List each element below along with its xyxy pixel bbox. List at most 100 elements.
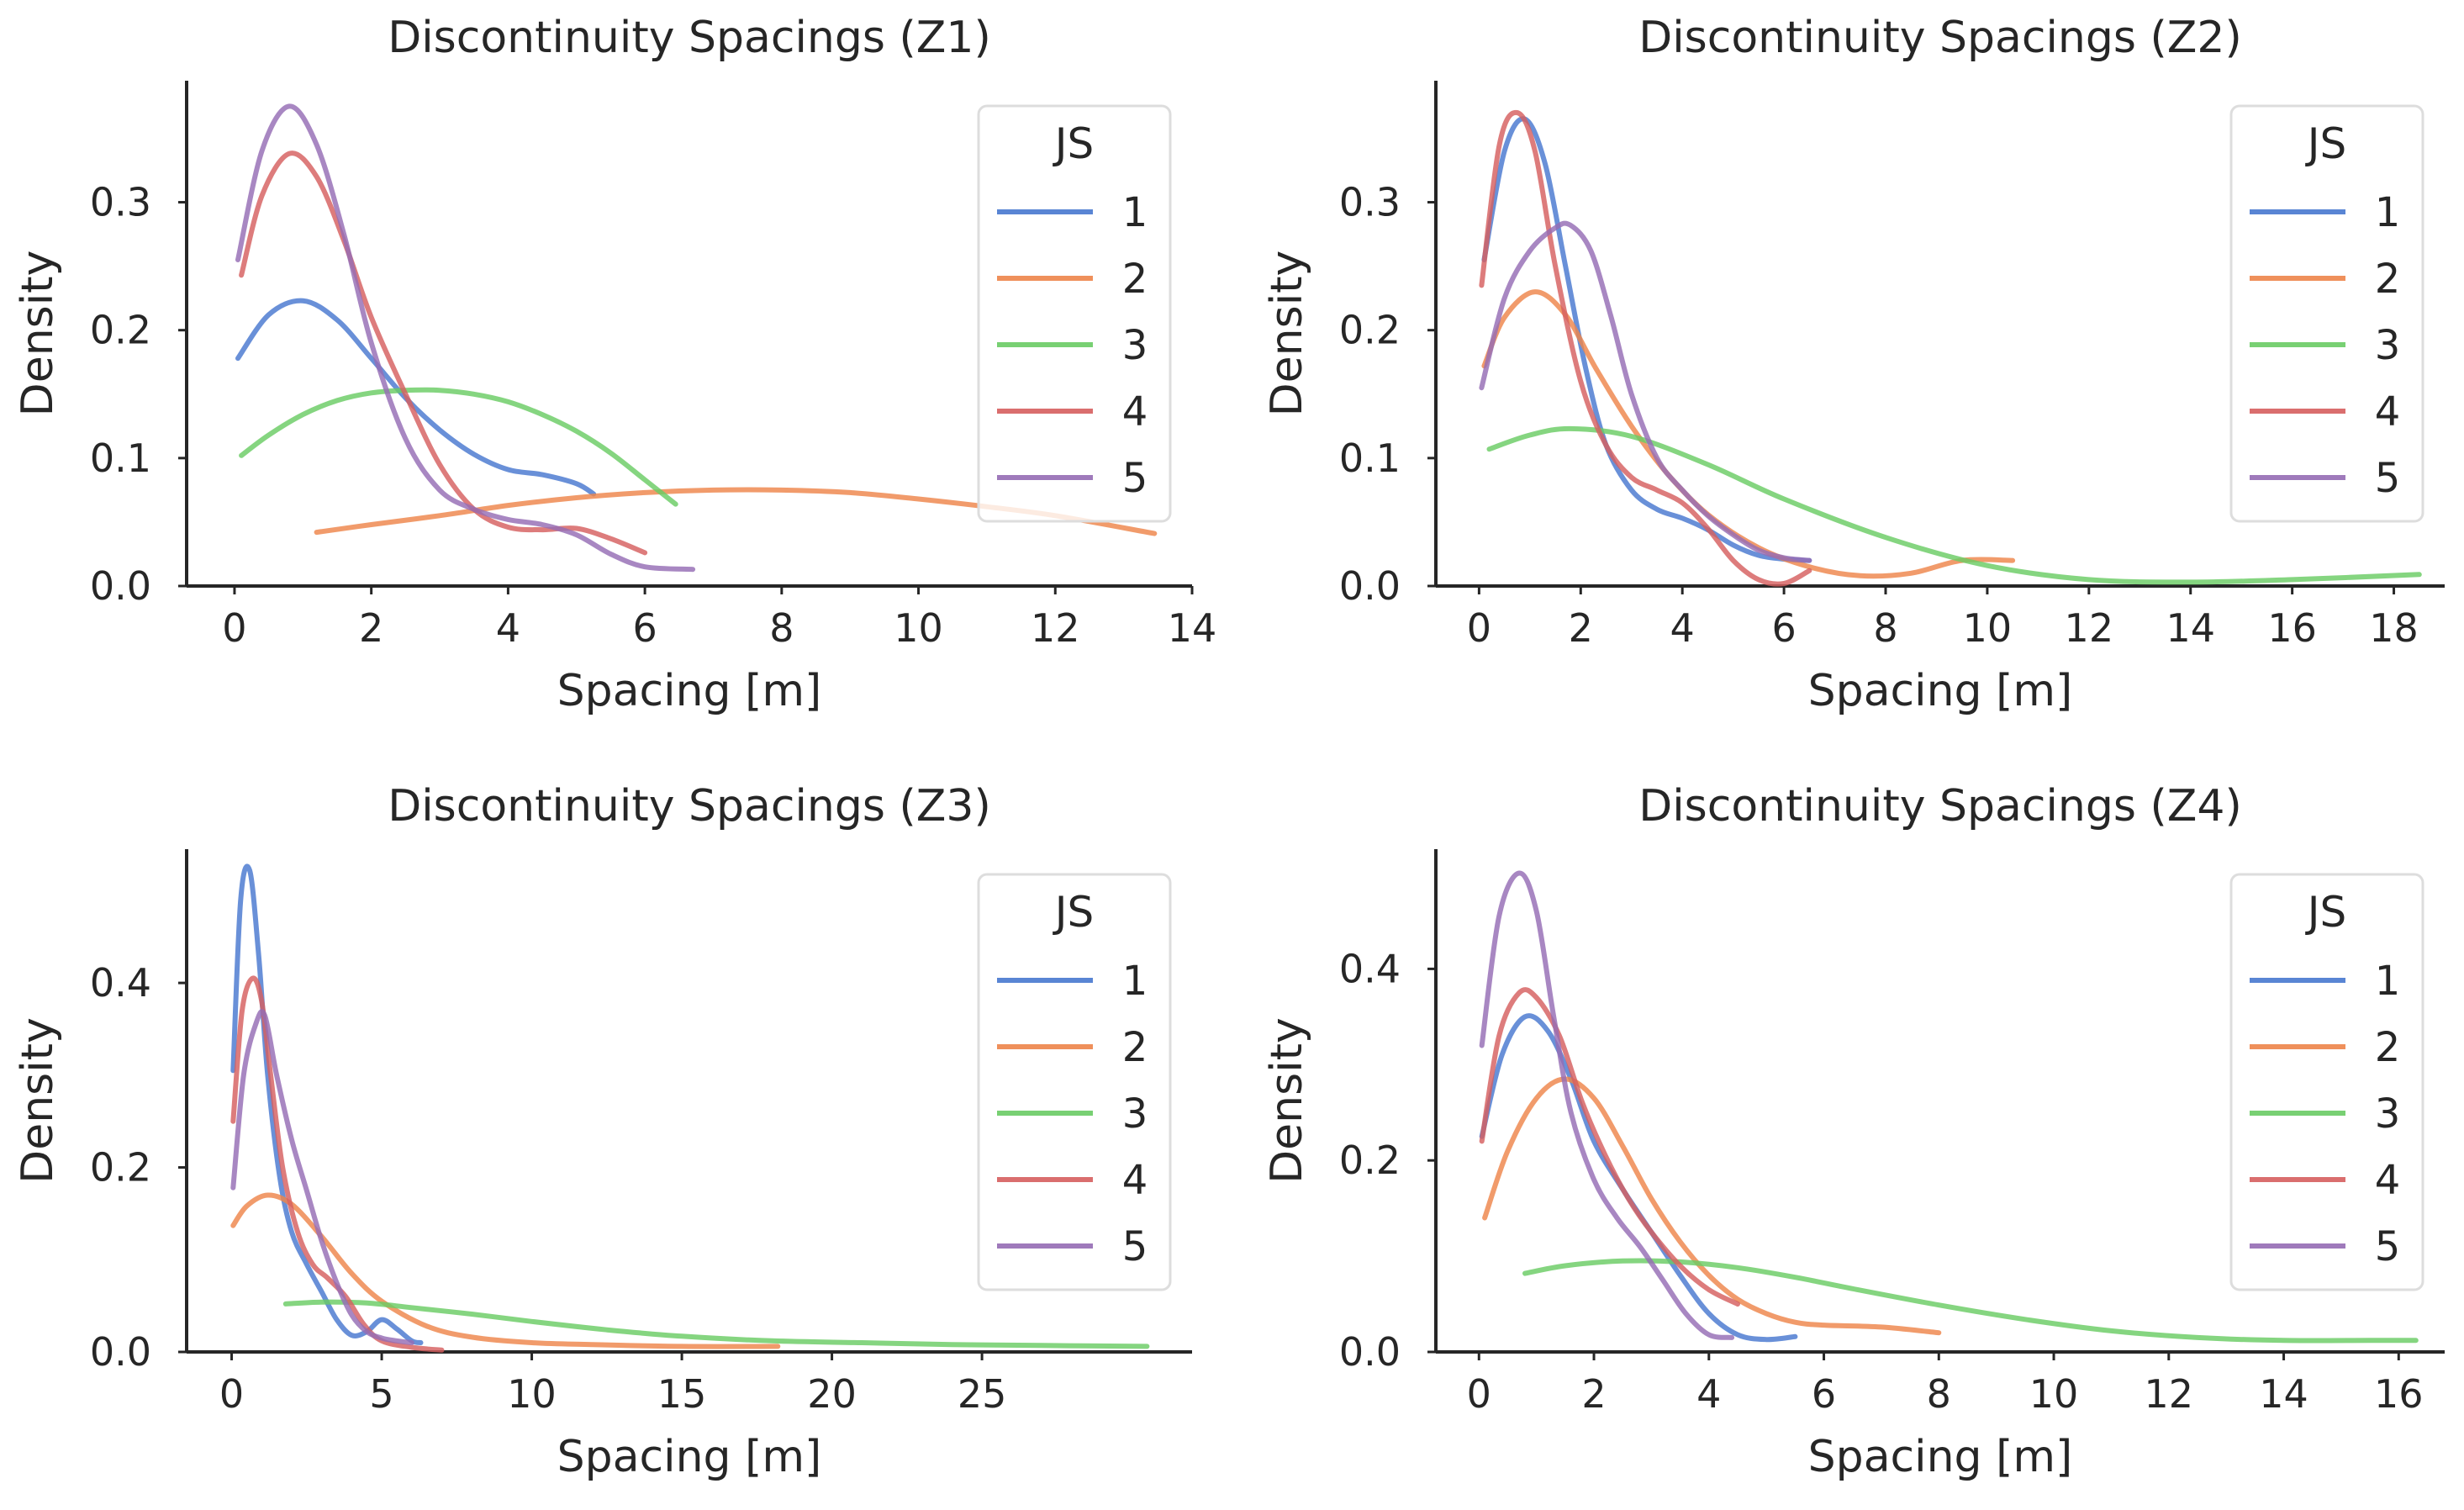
legend-label-js4: 4 [1122, 388, 1148, 436]
x-tick-label: 14 [2166, 605, 2215, 651]
x-tick-label: 4 [1670, 605, 1695, 651]
legend-title: JS [1053, 888, 1094, 937]
legend-label-js5: 5 [2375, 1223, 2401, 1270]
x-tick-label: 10 [1963, 605, 2013, 651]
panel-z2: Discontinuity Spacings (Z2)0 2 4 6 8 10 12 14 16… [1262, 13, 2445, 716]
y-tick-label: 0.2 [1339, 1138, 1401, 1183]
y-tick-label: 0.0 [90, 1329, 151, 1375]
chart-title: Discontinuity Spacings (Z4) [1638, 781, 2242, 832]
legend-label-js2: 2 [1122, 1024, 1148, 1071]
series-line-js5 [1479, 870, 1735, 1340]
legend-label-js2: 2 [1122, 256, 1148, 303]
series-line-js5 [235, 103, 696, 573]
legend-label-js1: 1 [1122, 189, 1148, 236]
legend: JS 1 2 3 4 5 [977, 873, 1172, 1291]
x-axis-label: Spacing [m] [557, 1432, 822, 1482]
x-tick-label: 0 [219, 1371, 244, 1417]
y-tick-label: 0.2 [90, 1145, 151, 1191]
legend-label-js2: 2 [2375, 256, 2401, 303]
series-line-js1 [230, 863, 424, 1345]
series-line-js5 [1479, 220, 1812, 563]
x-tick-label: 16 [2267, 605, 2317, 651]
series-line-js1 [235, 298, 597, 497]
x-tick-label: 12 [2145, 1371, 2194, 1417]
x-tick-label: 0 [222, 605, 246, 651]
series-line-js2 [1481, 289, 2016, 579]
y-axis-label: Density [1262, 1017, 1312, 1184]
series-line-js3 [239, 387, 678, 507]
x-tick-label: 14 [2259, 1371, 2308, 1417]
x-tick-label: 2 [1569, 605, 1593, 651]
series-line-js4 [1479, 987, 1740, 1307]
x-tick-label: 8 [1927, 1371, 1951, 1417]
x-tick-label: 0 [1467, 1371, 1491, 1417]
x-axis-label: Spacing [m] [1808, 1432, 2073, 1482]
x-tick-label: 2 [359, 605, 383, 651]
x-tick-label: 14 [1168, 605, 1217, 651]
y-tick-label: 0.4 [90, 960, 151, 1006]
legend-label-js5: 5 [1122, 1223, 1148, 1270]
x-tick-label: 8 [1873, 605, 1897, 651]
legend-title: JS [2305, 119, 2346, 168]
x-tick-label: 5 [369, 1371, 393, 1417]
legend-label-js1: 1 [2375, 189, 2401, 236]
y-tick-label: 0.0 [1339, 1329, 1401, 1375]
x-tick-label: 16 [2374, 1371, 2424, 1417]
x-tick-label: 10 [894, 605, 943, 651]
x-tick-label: 15 [657, 1371, 707, 1417]
legend-label-js3: 3 [2375, 1090, 2401, 1138]
legend-label-js3: 3 [2375, 322, 2401, 369]
y-tick-label: 0.3 [1339, 180, 1401, 225]
legend-label-js4: 4 [1122, 1157, 1148, 1204]
series-line-js3 [282, 1299, 1150, 1349]
legend-label-js4: 4 [2375, 1157, 2401, 1204]
x-tick-label: 20 [807, 1371, 857, 1417]
x-tick-label: 12 [2065, 605, 2114, 651]
x-tick-label: 2 [1581, 1371, 1606, 1417]
legend-label-js5: 5 [1122, 455, 1148, 502]
legend: JS 1 2 3 4 5 [2229, 873, 2424, 1291]
panel-z1: Discontinuity Spacings (Z1)0 2 4 6 8 10 12 140.… [13, 13, 1216, 716]
x-tick-label: 6 [632, 605, 657, 651]
panel-z3: Discontinuity Spacings (Z3)0 5 10 15 20 250.0… [13, 781, 1192, 1482]
series-line-js3 [1522, 1258, 2419, 1344]
chart-title: Discontinuity Spacings (Z1) [388, 13, 991, 63]
y-tick-label: 0.4 [1339, 946, 1401, 991]
legend-label-js3: 3 [1122, 322, 1148, 369]
y-tick-label: 0.2 [1339, 308, 1401, 353]
legend-title: JS [2305, 888, 2346, 937]
y-axis-label: Density [1262, 251, 1312, 417]
x-tick-label: 6 [1812, 1371, 1836, 1417]
x-tick-label: 10 [507, 1371, 557, 1417]
chart-title: Discontinuity Spacings (Z2) [1638, 13, 2242, 63]
panel-z4: Discontinuity Spacings (Z4)0 2 4 6 8 10 12 14 16… [1262, 781, 2445, 1482]
y-axis-label: Density [13, 1017, 63, 1184]
series-line-js2 [1482, 1076, 1942, 1336]
legend-label-js3: 3 [1122, 1090, 1148, 1138]
x-tick-label: 0 [1467, 605, 1491, 651]
legend-label-js5: 5 [2375, 455, 2401, 502]
series-line-js2 [230, 1192, 781, 1349]
legend-label-js4: 4 [2375, 388, 2401, 436]
y-tick-label: 0.3 [90, 180, 151, 225]
series-line-js5 [230, 1009, 414, 1345]
legend-label-js1: 1 [2375, 958, 2401, 1005]
x-tick-label: 4 [496, 605, 520, 651]
chart-title: Discontinuity Spacings (Z3) [388, 781, 991, 832]
series-line-js4 [230, 975, 445, 1353]
x-tick-label: 12 [1031, 605, 1080, 651]
y-tick-label: 0.0 [90, 563, 151, 609]
x-tick-label: 4 [1696, 1371, 1721, 1417]
x-tick-label: 25 [958, 1371, 1007, 1417]
y-tick-label: 0.2 [90, 308, 151, 353]
y-tick-label: 0.1 [1339, 436, 1401, 481]
y-tick-label: 0.1 [90, 436, 151, 481]
x-axis-label: Spacing [m] [1808, 666, 2073, 716]
x-tick-label: 6 [1771, 605, 1796, 651]
legend: JS 1 2 3 4 5 [977, 104, 1172, 523]
legend-label-js2: 2 [2375, 1024, 2401, 1071]
series-line-js1 [1481, 116, 1812, 563]
x-tick-label: 8 [769, 605, 794, 651]
y-axis-label: Density [13, 251, 63, 417]
